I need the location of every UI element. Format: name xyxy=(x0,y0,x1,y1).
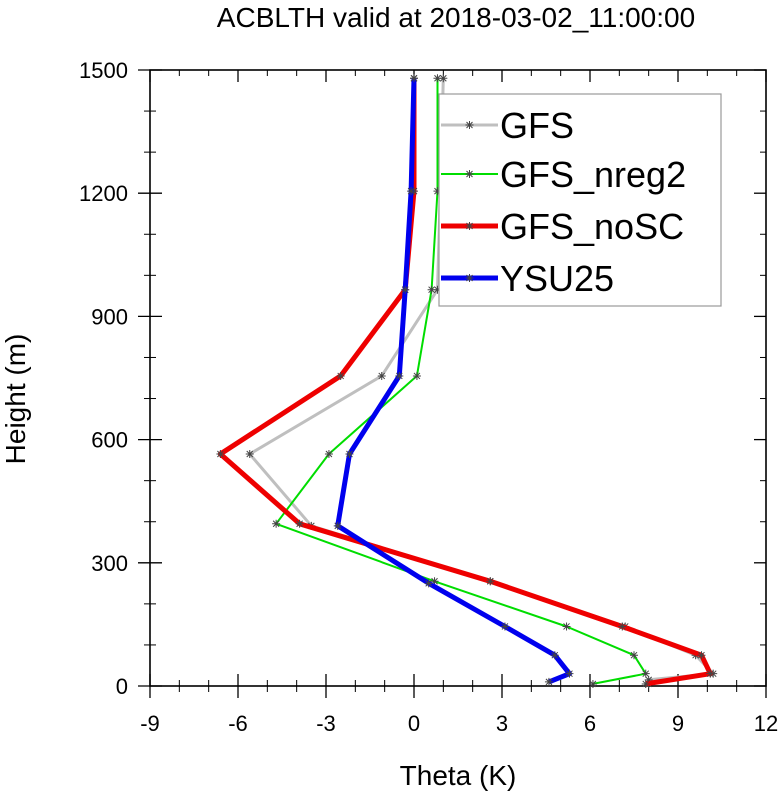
data-point xyxy=(395,371,404,380)
plot-frame xyxy=(149,69,767,687)
y-tick-label: 1500 xyxy=(79,58,128,83)
data-point xyxy=(644,675,653,684)
data-point xyxy=(424,579,433,588)
data-point xyxy=(433,74,442,83)
data-point xyxy=(401,285,410,294)
data-point xyxy=(641,679,650,688)
x-tick-label: 6 xyxy=(584,711,596,736)
x-tick-label: 0 xyxy=(408,711,420,736)
legend-label: GFS_nreg2 xyxy=(500,154,686,195)
x-axis-title: Theta (K) xyxy=(400,760,517,791)
data-point xyxy=(410,74,418,83)
data-point xyxy=(544,677,553,686)
data-point xyxy=(486,577,495,586)
legend-label: GFS xyxy=(500,105,574,146)
data-point xyxy=(430,577,439,586)
series-ysu25 xyxy=(333,74,574,686)
data-point xyxy=(439,74,448,83)
data-point xyxy=(588,679,597,688)
data-point xyxy=(412,371,421,380)
y-tick-labels: 0 300 600 900 1200 1500 xyxy=(79,58,128,699)
data-point xyxy=(345,449,354,458)
data-point xyxy=(550,651,559,660)
x-tick-label: -9 xyxy=(140,711,160,736)
data-point xyxy=(324,449,333,458)
data-point xyxy=(336,371,345,380)
legend-item: GFS xyxy=(441,105,574,146)
data-point xyxy=(500,622,509,631)
legend-items: GFS GFS_nreg2 GFS_noSC YSU25 xyxy=(441,105,686,299)
y-tick-label: 300 xyxy=(91,551,128,576)
data-point xyxy=(407,187,416,196)
y-axis-title: Height (m) xyxy=(0,334,31,465)
legend-item: GFS_noSC xyxy=(441,206,684,247)
series-lines xyxy=(216,74,718,688)
y-tick-label: 0 xyxy=(116,674,128,699)
legend-marker xyxy=(465,170,474,178)
legend-box xyxy=(438,93,722,307)
data-point xyxy=(565,669,574,678)
data-point xyxy=(333,521,342,530)
data-point xyxy=(433,285,442,294)
data-point xyxy=(697,651,706,660)
data-point xyxy=(216,449,225,458)
data-point xyxy=(641,669,650,678)
y-tick-label: 900 xyxy=(91,304,128,329)
legend-marker xyxy=(465,121,474,129)
x-tick-label: 12 xyxy=(754,711,778,736)
x-tick-label: 9 xyxy=(672,711,684,736)
data-point xyxy=(433,187,442,196)
data-point xyxy=(630,651,638,660)
data-point xyxy=(706,669,715,678)
legend-marker xyxy=(465,222,474,230)
data-point xyxy=(562,622,571,631)
data-point xyxy=(618,622,627,631)
chart-title: ACBLTH valid at 2018-03-02_11:00:00 xyxy=(217,2,695,33)
legend-marker xyxy=(465,274,474,282)
data-point xyxy=(295,519,304,528)
data-point xyxy=(377,371,386,380)
data-point xyxy=(427,285,436,294)
legend-label: GFS_noSC xyxy=(500,206,684,247)
legend: GFS GFS_nreg2 GFS_noSC YSU25 xyxy=(438,93,722,307)
series-gfs-nreg2 xyxy=(272,74,650,688)
legend-item: GFS_nreg2 xyxy=(441,154,686,195)
x-tick-label: 3 xyxy=(496,711,508,736)
x-tick-labels: -9 -6 -3 0 3 6 9 12 xyxy=(140,711,778,736)
legend-label: YSU25 xyxy=(500,258,614,299)
data-point xyxy=(272,519,281,528)
y-tick-label: 1200 xyxy=(79,181,128,206)
y-tick-label: 600 xyxy=(91,428,128,453)
data-point xyxy=(245,449,254,458)
legend-item: YSU25 xyxy=(441,258,614,299)
x-tick-label: -6 xyxy=(228,711,248,736)
x-tick-label: -3 xyxy=(316,711,336,736)
